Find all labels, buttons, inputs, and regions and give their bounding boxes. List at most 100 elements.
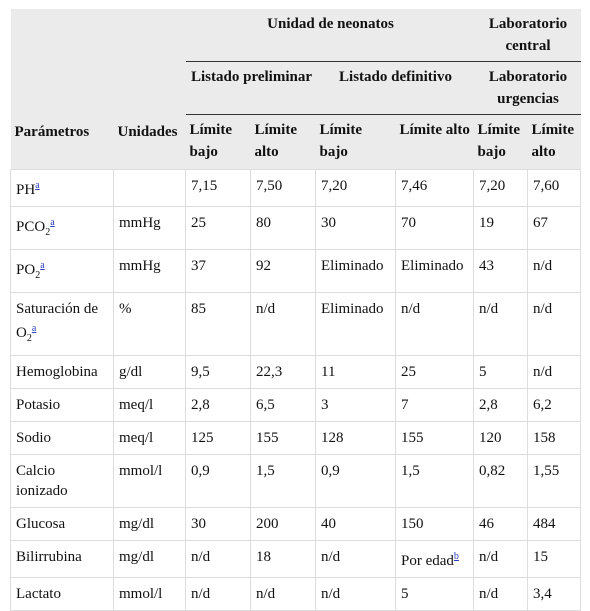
footnote-link[interactable]: a [35, 180, 40, 191]
table-cell: 2,8 [185, 388, 251, 422]
header-cell: Límite bajo [185, 114, 251, 170]
table-row: PO2a mmHg 37 92 Eliminado Eliminado 43 n/d [10, 249, 582, 293]
header-cell: Laboratorio urgencias [473, 61, 581, 115]
table-cell: 0,82 [473, 454, 529, 508]
table-cell: n/d [315, 540, 396, 578]
table-cell: 25 [185, 206, 251, 250]
header-cell: Listado definitivo [315, 61, 474, 115]
cell-text: PH [16, 182, 36, 198]
table-cell: 155 [394, 421, 475, 455]
footnote-link[interactable]: a [40, 260, 45, 271]
table-cell: 43 [473, 249, 529, 293]
table-cell: n/d [527, 355, 582, 389]
table-cell: n/d [527, 292, 582, 356]
table-cell: 128 [315, 421, 396, 455]
table-cell: n/d [527, 249, 582, 293]
table-row: Lactato mmol/l n/d n/d n/d 5 n/d 3,4 [10, 577, 582, 611]
table-cell: 9,5 [185, 355, 251, 389]
header-cell: Límite bajo [315, 114, 396, 170]
table-cell: n/d [473, 540, 529, 578]
table-cell: meq/l [113, 421, 186, 455]
table-cell: mg/dl [113, 540, 186, 578]
table-row: PCO2a mmHg 25 80 30 70 19 67 [10, 206, 582, 250]
header-cell: Límite alto [527, 114, 581, 170]
table-cell: 7,50 [250, 169, 316, 207]
table-cell: 70 [394, 206, 475, 250]
table-cell: 37 [185, 249, 251, 293]
table-cell: 200 [250, 507, 316, 541]
table-cell: 150 [394, 507, 475, 541]
table-row: Calcio ionizado mmol/l 0,9 1,5 0,9 1,5 0,82 1,5… [10, 454, 582, 508]
table-cell: n/d [315, 577, 396, 611]
table-cell: Hemoglobina [10, 355, 114, 389]
table-cell: 85 [185, 292, 251, 356]
table-cell: 7 [394, 388, 475, 422]
table-cell: n/d [473, 292, 529, 356]
table-cell: 19 [473, 206, 529, 250]
header-cell: Límite alto [395, 114, 474, 170]
table-cell: meq/l [113, 388, 186, 422]
header-cell: Límite bajo [473, 114, 528, 170]
table-cell: Glucosa [10, 507, 114, 541]
table-cell: 0,9 [315, 454, 396, 508]
header-cell: Límite alto [250, 114, 316, 170]
table-cell: 3,4 [527, 577, 582, 611]
table-cell [113, 169, 186, 207]
table-cell: Lactato [10, 577, 114, 611]
table-cell: n/d [185, 540, 251, 578]
header-cell: Parámetros [10, 9, 114, 170]
header-cell: Unidad de neonatos [185, 9, 474, 62]
table-cell: 92 [250, 249, 316, 293]
table-cell: Potasio [10, 388, 114, 422]
cell-text: Por edad [401, 553, 454, 569]
table-cell: n/d [185, 577, 251, 611]
table-cell: 6,5 [250, 388, 316, 422]
table-cell: 7,46 [394, 169, 475, 207]
table-cell: 7,20 [473, 169, 529, 207]
table-cell: % [113, 292, 186, 356]
table-cell: Por edadb [394, 540, 475, 578]
table-cell: mmHg [113, 249, 186, 293]
subscript: 2 [45, 227, 51, 238]
table-cell: n/d [394, 292, 475, 356]
table-cell: mg/dl [113, 507, 186, 541]
table-cell: 155 [250, 421, 316, 455]
table-cell: 67 [527, 206, 582, 250]
table-cell: 22,3 [250, 355, 316, 389]
footnote-link[interactable]: a [31, 323, 37, 334]
table-cell: PHa [10, 169, 114, 207]
table-cell: 1,5 [250, 454, 316, 508]
table-cell: Saturación de O2a [10, 292, 114, 356]
table-cell: 30 [315, 206, 396, 250]
table-cell: 125 [185, 421, 251, 455]
table-cell: n/d [250, 577, 316, 611]
table-row: PHa 7,15 7,50 7,20 7,46 7,20 7,60 [10, 169, 582, 207]
table-cell: mmHg [113, 206, 186, 250]
cell-text: PCO [16, 219, 46, 235]
table-cell: 1,55 [527, 454, 582, 508]
cell-text: PO [16, 262, 36, 278]
header-cell: Listado preliminar [185, 61, 316, 115]
table-cell: 120 [473, 421, 529, 455]
table-cell: 7,20 [315, 169, 396, 207]
table-cell: 25 [394, 355, 475, 389]
table-row: Glucosa mg/dl 30 200 40 150 46 484 [10, 507, 582, 541]
table-row: Bilirrubina mg/dl n/d 18 n/d Por edadb n/d 15 [10, 540, 582, 578]
footnote-link[interactable]: b [453, 551, 459, 562]
table-row: Saturación de O2a% 85 n/d Eliminado n/d n/d n/… [10, 292, 582, 356]
header-cell: Laboratorio central [473, 9, 581, 62]
table-cell: g/dl [113, 355, 186, 389]
table-cell: 5 [394, 577, 475, 611]
table-cell: 11 [315, 355, 396, 389]
table-cell: Eliminado [315, 292, 396, 356]
table-cell: PO2a [10, 249, 114, 293]
table-cell: 40 [315, 507, 396, 541]
table-row: Potasio meq/l 2,8 6,5 3 7 2,8 6,2 [10, 388, 582, 422]
table-cell: 0,9 [185, 454, 251, 508]
footnote-link[interactable]: a [50, 217, 55, 228]
table-cell: Sodio [10, 421, 114, 455]
table-cell: 6,2 [527, 388, 582, 422]
table-cell: 15 [527, 540, 582, 578]
table-cell: n/d [473, 577, 529, 611]
table-cell: 7,60 [527, 169, 582, 207]
